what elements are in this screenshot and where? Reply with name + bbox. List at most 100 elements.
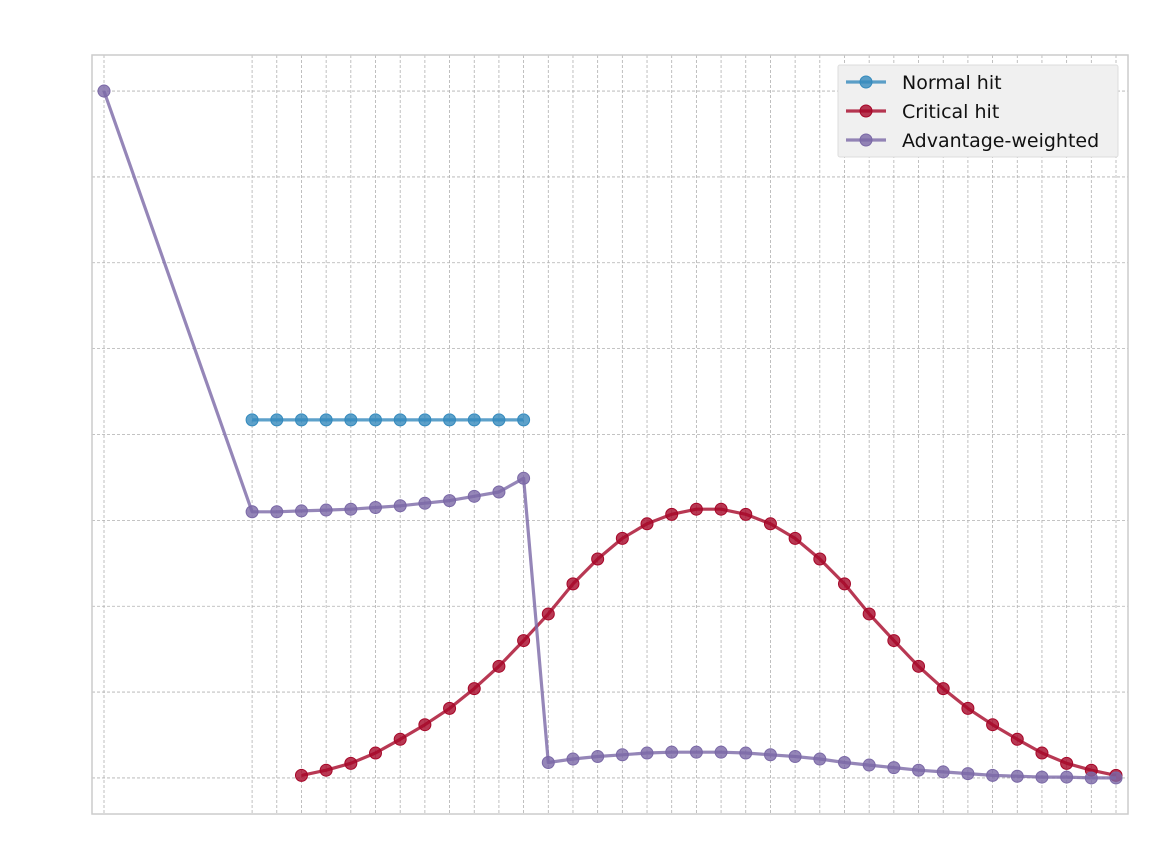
data-point xyxy=(763,748,777,762)
data-point xyxy=(788,531,802,545)
legend-marker xyxy=(859,75,873,89)
data-point xyxy=(961,701,975,715)
data-point xyxy=(566,752,580,766)
data-point xyxy=(418,413,432,427)
legend-item: Critical hit xyxy=(846,101,999,123)
grid xyxy=(92,55,1128,814)
data-point xyxy=(714,502,728,516)
data-point xyxy=(566,577,580,591)
data-point xyxy=(961,767,975,781)
data-point xyxy=(1035,770,1049,784)
data-point xyxy=(541,755,555,769)
data-point xyxy=(837,755,851,769)
data-point xyxy=(443,413,457,427)
data-point xyxy=(492,413,506,427)
data-point xyxy=(912,763,926,777)
data-point xyxy=(294,504,308,518)
data-point xyxy=(492,485,506,499)
plot-frame xyxy=(91,54,1129,815)
data-point xyxy=(887,634,901,648)
data-point xyxy=(245,413,259,427)
series-0 xyxy=(245,413,531,427)
data-point xyxy=(517,413,531,427)
data-point xyxy=(467,682,481,696)
data-point xyxy=(418,496,432,510)
data-point xyxy=(862,758,876,772)
data-point xyxy=(739,746,753,760)
data-point xyxy=(369,500,383,514)
data-point xyxy=(369,413,383,427)
legend: Normal hit Critical hit Advantage-weighted xyxy=(837,64,1119,158)
data-point xyxy=(986,768,1000,782)
data-point xyxy=(1035,746,1049,760)
data-point xyxy=(369,746,383,760)
legend-label: Critical hit xyxy=(902,101,999,123)
data-point xyxy=(788,749,802,763)
data-point xyxy=(936,682,950,696)
data-point xyxy=(591,749,605,763)
data-point xyxy=(319,413,333,427)
data-point xyxy=(344,756,358,770)
data-point xyxy=(813,752,827,766)
data-point xyxy=(393,732,407,746)
data-point xyxy=(763,517,777,531)
data-point xyxy=(591,552,605,566)
data-point xyxy=(97,84,111,98)
series-group xyxy=(97,84,1123,785)
series-line xyxy=(301,507,1117,777)
data-point xyxy=(837,577,851,591)
data-point xyxy=(665,745,679,759)
data-point xyxy=(615,531,629,545)
data-point xyxy=(714,745,728,759)
data-point xyxy=(640,517,654,531)
data-point xyxy=(665,507,679,521)
data-point xyxy=(936,765,950,779)
data-point xyxy=(739,507,753,521)
data-point xyxy=(1084,771,1098,785)
data-point xyxy=(393,413,407,427)
data-point xyxy=(418,718,432,732)
data-point xyxy=(344,502,358,516)
data-point xyxy=(887,761,901,775)
legend-item: Normal hit xyxy=(846,72,1002,94)
data-point xyxy=(541,607,555,621)
data-point xyxy=(1010,769,1024,783)
data-point xyxy=(517,634,531,648)
data-point xyxy=(492,659,506,673)
data-point xyxy=(615,748,629,762)
data-point xyxy=(517,471,531,485)
data-point xyxy=(640,746,654,760)
data-point xyxy=(689,502,703,516)
series-1 xyxy=(294,502,1123,782)
data-point xyxy=(912,659,926,673)
data-point xyxy=(1010,732,1024,746)
data-point xyxy=(294,768,308,782)
data-point xyxy=(245,505,259,519)
legend-label: Advantage-weighted xyxy=(902,130,1099,152)
data-point xyxy=(1060,770,1074,784)
data-point xyxy=(443,701,457,715)
legend-item: Advantage-weighted xyxy=(846,130,1099,152)
data-point xyxy=(862,607,876,621)
data-point xyxy=(344,413,358,427)
data-point xyxy=(393,499,407,513)
legend-marker xyxy=(859,104,873,118)
series-2 xyxy=(97,84,1123,785)
data-point xyxy=(1060,756,1074,770)
legend-marker xyxy=(859,133,873,147)
data-point xyxy=(319,503,333,517)
data-point xyxy=(467,489,481,503)
legend-label: Normal hit xyxy=(902,72,1002,94)
data-point xyxy=(294,413,308,427)
legend-items: Normal hit Critical hit Advantage-weighted xyxy=(846,72,1099,152)
legend-box xyxy=(837,64,1119,158)
data-point xyxy=(319,763,333,777)
data-point xyxy=(1109,771,1123,785)
data-point xyxy=(689,745,703,759)
data-point xyxy=(986,718,1000,732)
data-point xyxy=(270,413,284,427)
data-point xyxy=(467,413,481,427)
data-point xyxy=(813,552,827,566)
